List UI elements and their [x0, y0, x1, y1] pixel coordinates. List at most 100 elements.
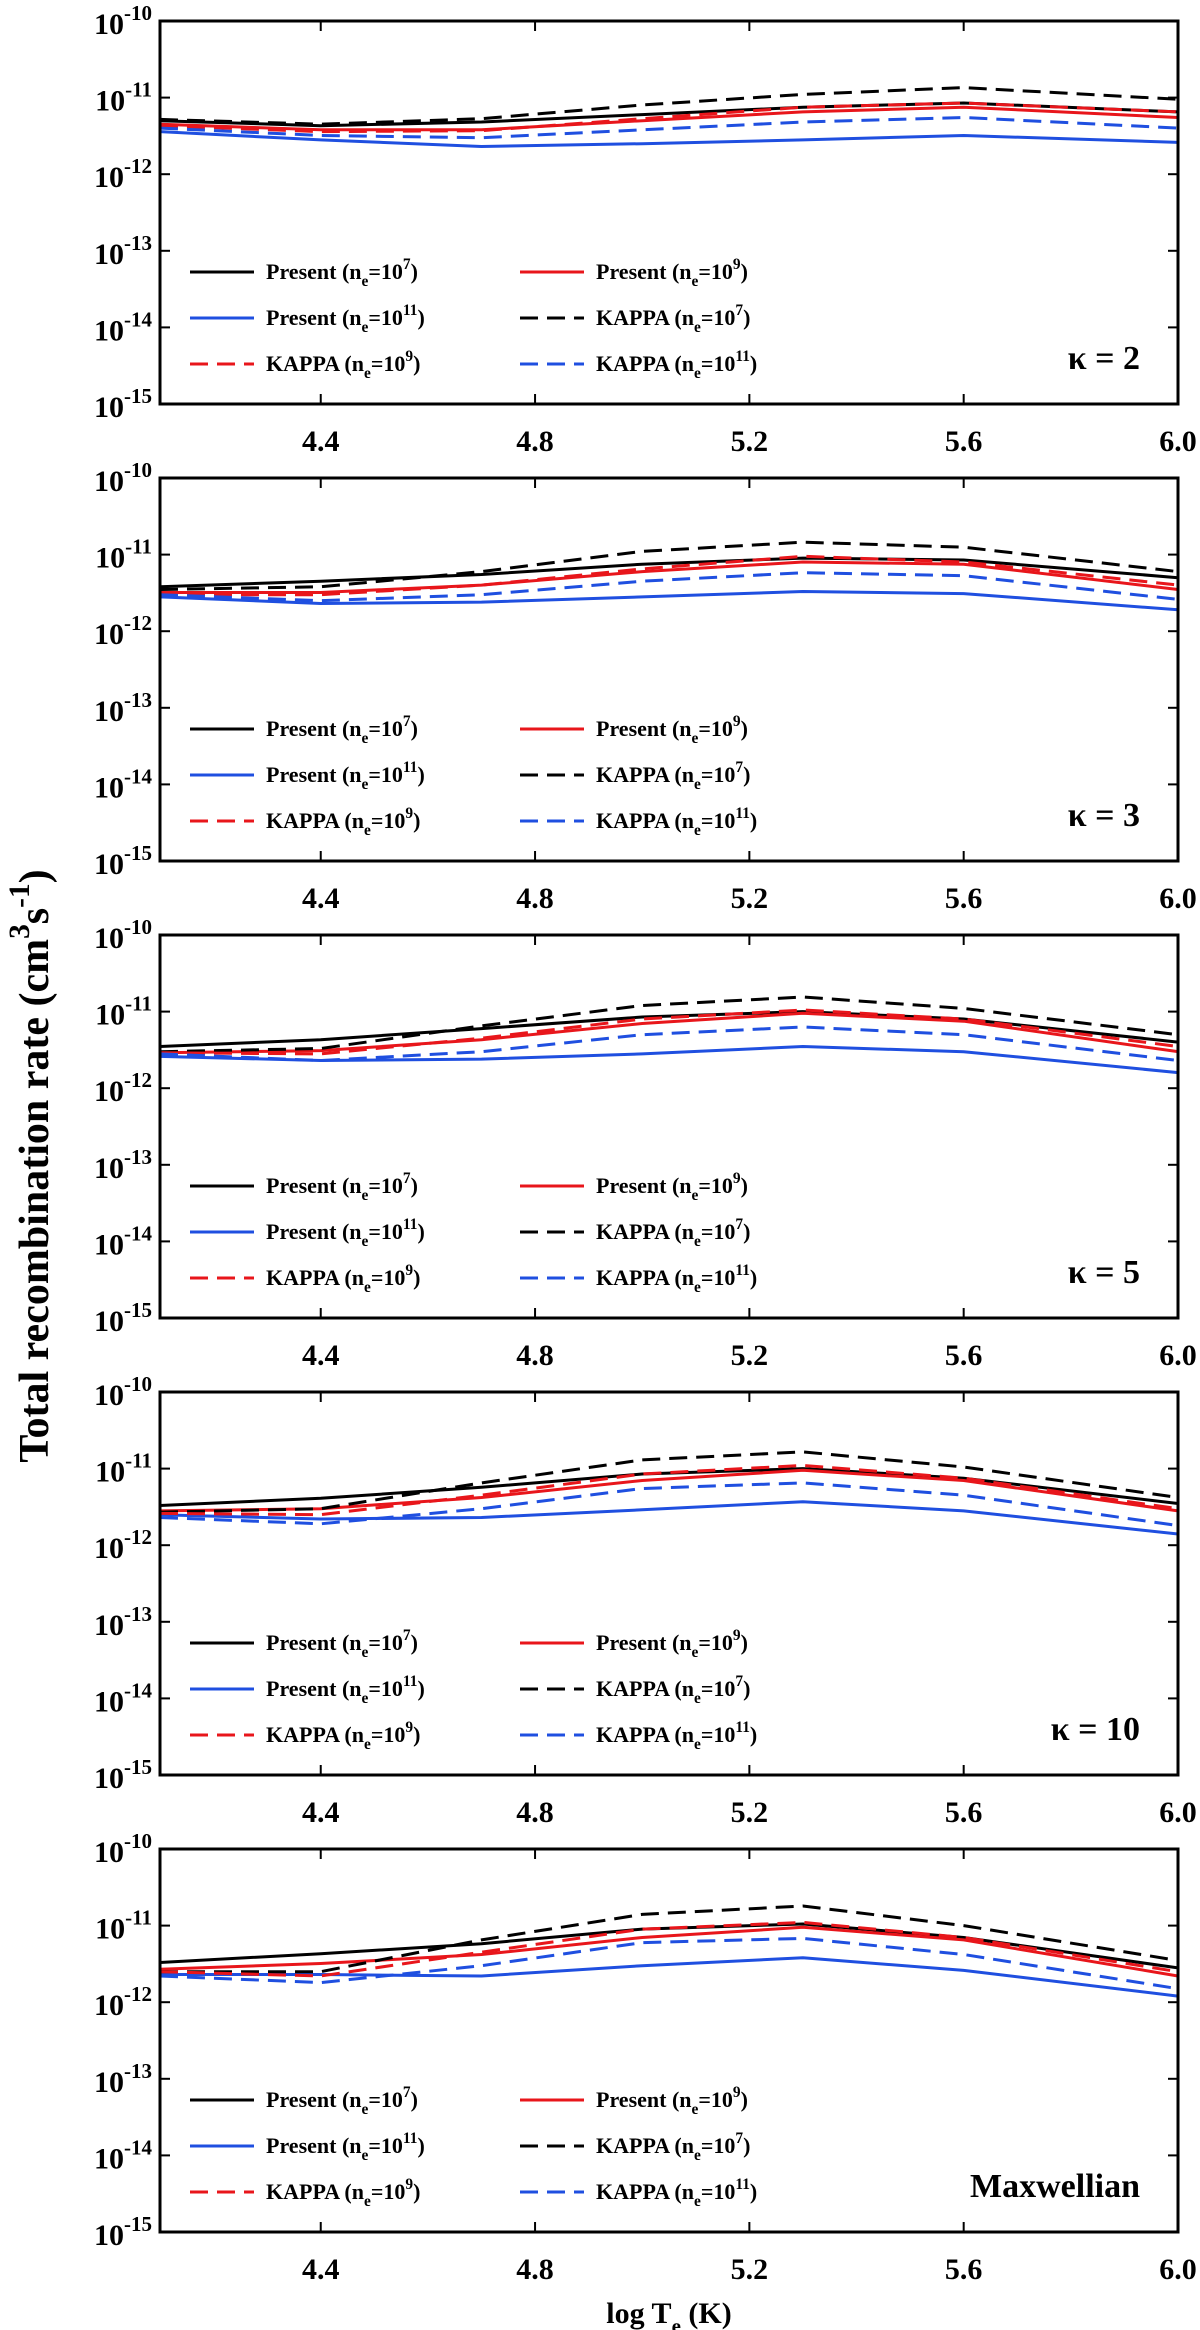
y-tick-label: 10-14 — [94, 764, 152, 804]
legend-label: Present (ne=109) — [596, 2084, 748, 2118]
x-tick-label: 4.8 — [516, 425, 554, 458]
x-tick-label: 4.8 — [516, 2253, 554, 2286]
x-tick-label: 4.4 — [302, 425, 340, 458]
series-line — [160, 1011, 1178, 1055]
y-tick-label: 10-14 — [94, 1678, 152, 1718]
legend-label: Present (ne=109) — [596, 713, 748, 747]
x-tick-label: 4.4 — [302, 882, 340, 915]
series-line — [160, 1956, 1178, 1998]
y-tick-label: 10-11 — [95, 77, 152, 117]
x-tick-label: 5.2 — [731, 1796, 769, 1829]
legend-label: KAPPA (ne=109) — [266, 1262, 420, 1296]
y-tick-label: 10-14 — [94, 307, 152, 347]
legend-label: Present (ne=109) — [596, 1627, 748, 1661]
legend-label: Present (ne=107) — [266, 2084, 418, 2118]
y-tick-label: 10-10 — [94, 915, 152, 955]
y-tick-label: 10-12 — [94, 1982, 152, 2022]
y-tick-label: 10-13 — [94, 1602, 152, 1642]
legend-label: KAPPA (ne=1011) — [596, 805, 757, 839]
legend-label: Present (ne=1011) — [266, 1216, 425, 1250]
series-line — [160, 1025, 1178, 1062]
x-tick-label: 6.0 — [1159, 882, 1197, 915]
y-tick-label: 10-12 — [94, 1525, 152, 1565]
series-line — [160, 101, 1178, 128]
plot-frame — [158, 1847, 1180, 2234]
x-tick-label: 5.6 — [945, 1339, 983, 1372]
plot-frame — [158, 933, 1180, 1320]
plot-frame — [158, 19, 1180, 406]
y-tick-label: 10-15 — [94, 1298, 152, 1338]
y-tick-label: 10-14 — [94, 1221, 152, 1261]
series-line — [160, 130, 1178, 148]
x-tick-label: 5.2 — [731, 2253, 769, 2286]
legend-label: Present (ne=1011) — [266, 1673, 425, 1707]
x-tick-label: 4.8 — [516, 882, 554, 915]
panel-annotation: Maxwellian — [970, 2168, 1140, 2205]
y-tick-label: 10-15 — [94, 2212, 152, 2252]
panel: 4.4 4.8 5.2 5.6 6.0 10-15 10-14 10-13 10-12 10-11… — [94, 1829, 1197, 2330]
x-tick-label: 5.6 — [945, 425, 983, 458]
series-line — [160, 556, 1178, 589]
legend-label: Present (ne=107) — [266, 256, 418, 290]
series-line — [160, 1467, 1178, 1507]
plot-frame — [158, 1390, 1180, 1777]
panel-annotation: κ = 5 — [1068, 1254, 1140, 1291]
panel-annotation: κ = 10 — [1051, 1711, 1140, 1748]
y-tick-label: 10-10 — [94, 1829, 152, 1869]
legend-label: Present (ne=109) — [596, 256, 748, 290]
legend-label: KAPPA (ne=109) — [266, 805, 420, 839]
legend-label: KAPPA (ne=109) — [266, 2176, 420, 2210]
x-tick-label: 5.6 — [945, 2253, 983, 2286]
panel: 4.4 4.8 5.2 5.6 6.0 10-15 10-14 10-13 10-12 10-11… — [94, 458, 1197, 915]
x-tick-label: 4.8 — [516, 1796, 554, 1829]
y-axis-label: Total recombination rate (cm3s-1) — [4, 869, 58, 1462]
y-tick-label: 10-11 — [95, 1448, 152, 1488]
x-tick-label: 6.0 — [1159, 1339, 1197, 1372]
y-tick-label: 10-11 — [95, 534, 152, 574]
y-tick-label: 10-12 — [94, 1068, 152, 1108]
legend-label: KAPPA (ne=107) — [596, 1216, 750, 1250]
legend-label: Present (ne=1011) — [266, 759, 425, 793]
y-tick-label: 10-10 — [94, 458, 152, 498]
y-tick-label: 10-12 — [94, 154, 152, 194]
series-line — [160, 1922, 1178, 1970]
legend-label: KAPPA (ne=1011) — [596, 2176, 757, 2210]
panel: 4.4 4.8 5.2 5.6 6.0 10-15 10-14 10-13 10-12 10-11… — [94, 1, 1197, 458]
y-tick-label: 10-15 — [94, 1755, 152, 1795]
x-tick-label: 5.6 — [945, 882, 983, 915]
y-tick-label: 10-15 — [94, 384, 152, 424]
series-line — [160, 101, 1178, 134]
x-tick-label: 5.2 — [731, 882, 769, 915]
y-tick-label: 10-13 — [94, 231, 152, 271]
x-tick-label: 4.4 — [302, 1339, 340, 1372]
series-line — [160, 1500, 1178, 1536]
panel-annotation: κ = 3 — [1068, 797, 1140, 834]
y-tick-label: 10-14 — [94, 2135, 152, 2175]
legend-label: Present (ne=107) — [266, 1170, 418, 1204]
x-tick-label: 6.0 — [1159, 425, 1197, 458]
x-axis-label: log Te (K) — [606, 2297, 731, 2330]
series-line — [160, 560, 1178, 594]
panel: 4.4 4.8 5.2 5.6 6.0 10-15 10-14 10-13 10-12 10-11… — [94, 1372, 1197, 1829]
legend-label: Present (ne=107) — [266, 1627, 418, 1661]
legend-label: KAPPA (ne=107) — [596, 1673, 750, 1707]
legend-label: KAPPA (ne=1011) — [596, 348, 757, 382]
y-tick-label: 10-10 — [94, 1, 152, 41]
x-tick-label: 5.6 — [945, 1796, 983, 1829]
legend-label: Present (ne=109) — [596, 1170, 748, 1204]
series-line — [160, 105, 1178, 132]
legend-label: KAPPA (ne=1011) — [596, 1719, 757, 1753]
legend-label: KAPPA (ne=107) — [596, 759, 750, 793]
series-line — [160, 1468, 1178, 1513]
y-tick-label: 10-13 — [94, 688, 152, 728]
series-line — [160, 1045, 1178, 1075]
legend-label: KAPPA (ne=107) — [596, 2130, 750, 2164]
y-tick-label: 10-11 — [95, 991, 152, 1031]
x-tick-label: 4.4 — [302, 1796, 340, 1829]
plot-frame — [158, 476, 1180, 863]
x-tick-label: 5.2 — [731, 425, 769, 458]
x-tick-label: 6.0 — [1159, 1796, 1197, 1829]
panel-annotation: κ = 2 — [1068, 340, 1140, 377]
legend-label: Present (ne=107) — [266, 713, 418, 747]
legend-label: KAPPA (ne=1011) — [596, 1262, 757, 1296]
